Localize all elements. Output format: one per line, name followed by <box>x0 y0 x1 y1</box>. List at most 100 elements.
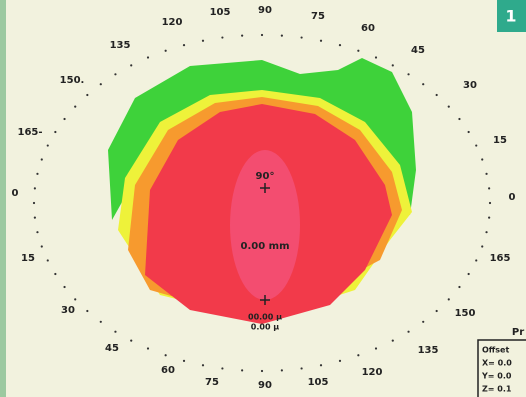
ring-dot <box>436 94 438 96</box>
ring-dot <box>183 44 185 46</box>
elevation-label: 00.00 µ <box>248 313 282 322</box>
ring-dot <box>458 118 460 120</box>
ring-dot <box>33 202 35 204</box>
ring-dot <box>165 354 167 356</box>
angle-label: 75 <box>205 377 219 388</box>
ring-dot <box>489 202 491 204</box>
ring-dot <box>485 231 487 233</box>
ring-dot <box>422 321 424 323</box>
angle-label: 105 <box>308 377 329 388</box>
ring-dot <box>63 118 65 120</box>
ring-dot <box>130 340 132 342</box>
angle-label: 15 <box>493 135 507 146</box>
ring-dot <box>221 367 223 369</box>
ring-dot <box>481 245 483 247</box>
topography-screen: 90° 0.00 mm 00.00 µ 0.00 µ 1 Pr OffsetX=… <box>0 0 526 397</box>
angle-label: 45 <box>411 45 425 56</box>
ring-dot <box>261 370 263 372</box>
info-line: X= 0.0 <box>482 359 512 368</box>
ring-dot <box>448 106 450 108</box>
axis-label: 90° <box>256 171 275 182</box>
ring-dot <box>100 321 102 323</box>
ring-dot <box>165 50 167 52</box>
ring-dot <box>202 40 204 42</box>
angle-label: 135 <box>110 40 131 51</box>
ring-dot <box>202 364 204 366</box>
ring-dot <box>147 56 149 58</box>
ring-dot <box>47 259 49 261</box>
ring-dot <box>100 83 102 85</box>
ring-dot <box>281 369 283 371</box>
ring-dot <box>481 158 483 160</box>
ring-dot <box>488 217 490 219</box>
ring-dot <box>357 354 359 356</box>
ring-dot <box>74 106 76 108</box>
angle-label: 120 <box>162 17 183 28</box>
ring-dot <box>488 187 490 189</box>
ring-dot <box>86 94 88 96</box>
angle-label: 90 <box>258 5 272 16</box>
ring-dot <box>339 360 341 362</box>
ring-dot <box>375 56 377 58</box>
ring-dot <box>475 259 477 261</box>
angle-label: 60 <box>361 23 375 34</box>
angle-label: 15 <box>21 253 35 264</box>
info-line: Y= 0.0 <box>481 372 512 381</box>
ring-dot <box>54 131 56 133</box>
ring-dot <box>320 40 322 42</box>
angle-label: 0 <box>12 188 19 199</box>
ring-dot <box>448 298 450 300</box>
ring-dot <box>407 73 409 75</box>
ring-dot <box>36 173 38 175</box>
ring-dot <box>114 73 116 75</box>
angle-label: 30 <box>61 305 75 316</box>
ring-dot <box>130 64 132 66</box>
ring-dot <box>86 310 88 312</box>
ring-dot <box>468 273 470 275</box>
angle-label: 120 <box>362 367 383 378</box>
angle-label: 30 <box>463 80 477 91</box>
ring-dot <box>475 144 477 146</box>
ring-dot <box>468 131 470 133</box>
edge <box>0 0 6 397</box>
ring-dot <box>436 310 438 312</box>
ring-dot <box>485 173 487 175</box>
ring-dot <box>320 364 322 366</box>
ring-dot <box>375 347 377 349</box>
angle-label: 150. <box>60 75 85 86</box>
ring-dot <box>34 217 36 219</box>
ring-dot <box>54 273 56 275</box>
ring-dot <box>47 144 49 146</box>
angle-label: 45 <box>105 343 119 354</box>
ring-dot <box>63 286 65 288</box>
badge: 1 <box>505 7 516 26</box>
angle-label: 135 <box>418 345 439 356</box>
ring-dot <box>392 64 394 66</box>
ring-dot <box>36 231 38 233</box>
ring-dot <box>357 50 359 52</box>
distance-label: 0.00 mm <box>241 241 290 252</box>
angle-label: 90 <box>258 380 272 391</box>
ring-dot <box>41 158 43 160</box>
ring-dot <box>74 298 76 300</box>
angle-label: 150 <box>455 308 476 319</box>
ring-dot <box>300 36 302 38</box>
angle-label: 75 <box>311 11 325 22</box>
ring-dot <box>407 331 409 333</box>
angle-label: 105 <box>210 7 231 18</box>
ring-dot <box>392 340 394 342</box>
ring-dot <box>261 34 263 36</box>
angle-label: 60 <box>161 365 175 376</box>
ring-dot <box>241 35 243 37</box>
angle-label: 0 <box>509 192 516 203</box>
ring-dot <box>41 245 43 247</box>
info-line: Z= 0.1 <box>482 385 512 394</box>
angle-label: 165 <box>490 253 511 264</box>
ring-dot <box>458 286 460 288</box>
ring-dot <box>241 369 243 371</box>
ring-dot <box>114 331 116 333</box>
ring-dot <box>339 44 341 46</box>
info-line: Offset <box>482 346 509 355</box>
angle-label: 165- <box>17 127 42 138</box>
ring-dot <box>147 347 149 349</box>
